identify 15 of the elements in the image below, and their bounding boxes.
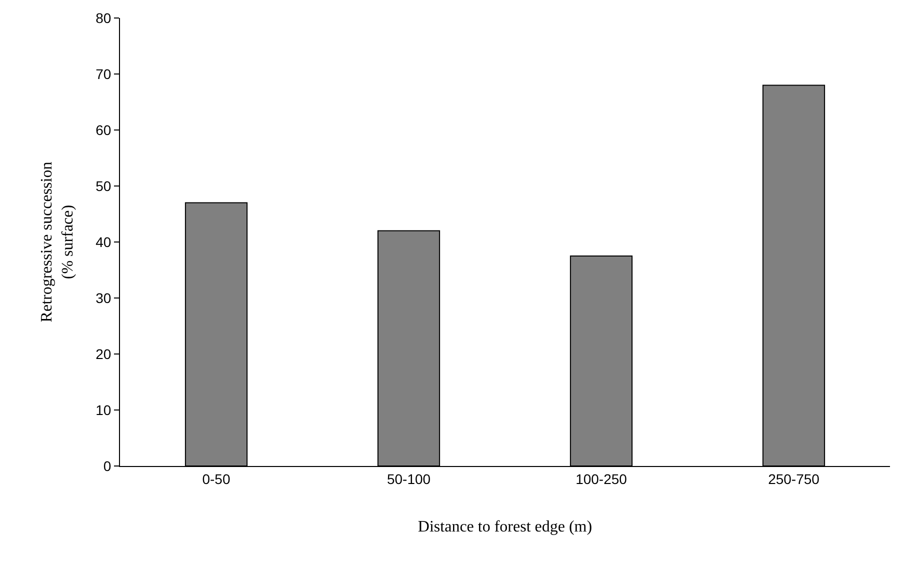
x-axis-title: Distance to forest edge (m) <box>418 518 592 536</box>
y-tick-label: 80 <box>96 10 112 26</box>
y-tick-label: 50 <box>96 178 112 194</box>
x-tick-label: 100-250 <box>576 470 628 487</box>
y-tick-label: 0 <box>103 458 112 474</box>
y-tick-label: 60 <box>96 122 112 138</box>
y-tick-label: 20 <box>96 346 112 362</box>
x-tick-label: 0-50 <box>202 470 230 487</box>
y-tick-label: 30 <box>96 290 112 306</box>
y-tick-label: 10 <box>96 402 112 418</box>
x-tick-label: 250-750 <box>768 470 820 487</box>
y-axis-title: Retrogressive succession (% surface) <box>38 162 77 322</box>
y-tick-label: 70 <box>96 66 112 82</box>
x-tick-label: 50-100 <box>386 470 431 487</box>
y-tick-label: 40 <box>96 234 112 250</box>
